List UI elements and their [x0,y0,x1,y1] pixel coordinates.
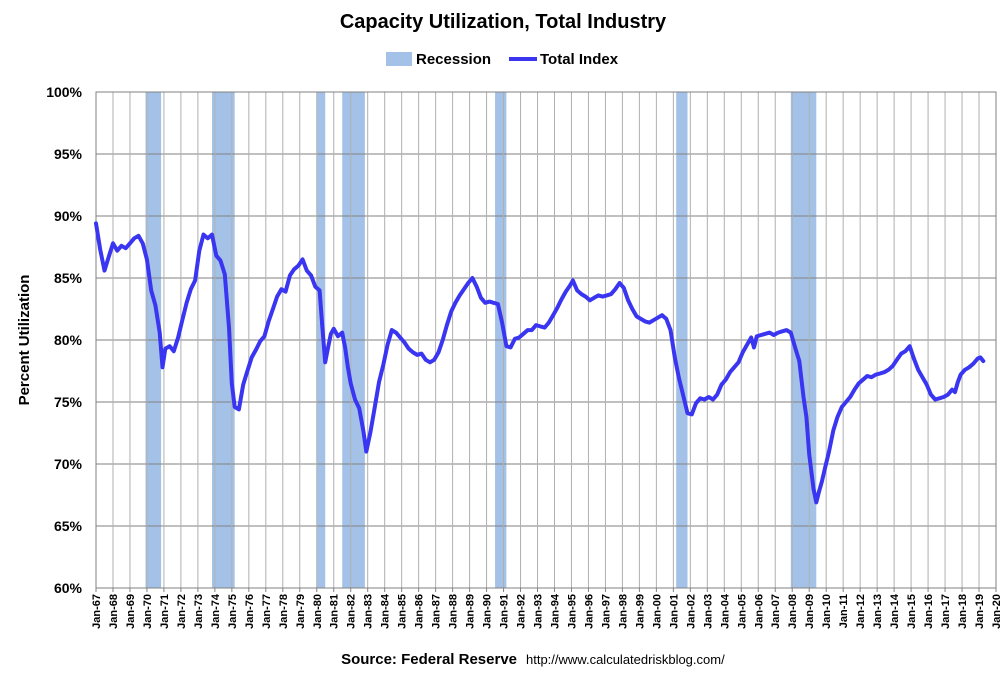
x-tick-label: Jan-72 [176,594,188,629]
x-tick-label: Jan-89 [465,594,477,629]
x-tick-label: Jan-16 [923,594,935,629]
x-tick-label: Jan-04 [719,593,731,629]
x-tick-label: Jan-86 [414,594,426,629]
x-tick-label: Jan-08 [787,594,799,629]
legend-recession-label: Recession [416,51,491,68]
x-tick-label: Jan-96 [583,594,595,629]
x-tick-label: Jan-88 [448,594,460,629]
y-tick-label: 95% [54,146,83,162]
x-tick-label: Jan-09 [804,594,816,629]
y-tick-label: 65% [54,518,83,534]
x-tick-label: Jan-01 [668,594,680,629]
x-tick-label: Jan-03 [702,594,714,629]
x-tick-label: Jan-13 [872,594,884,629]
x-tick-label: Jan-02 [685,594,697,629]
y-axis-ticks: 60% 65% 70% 75% 80% 85% 90% 95% 100% [46,84,82,596]
y-tick-label: 90% [54,208,83,224]
x-tick-label: Jan-14 [889,593,901,629]
x-tick-label: Jan-84 [380,593,392,629]
x-axis-ticks: Jan-67 Jan-68 Jan-69 Jan-70 Jan-71 Jan-72 Jan-… [91,588,1003,629]
x-tick-label: Jan-10 [821,594,833,629]
x-tick-label: Jan-92 [516,594,528,629]
x-tick-label: Jan-11 [838,594,850,628]
y-tick-label: 70% [54,456,83,472]
x-tick-label: Jan-82 [346,594,358,629]
series-line-total-index [94,221,986,505]
x-tick-label: Jan-97 [600,594,612,629]
x-tick-label: Jan-15 [906,594,918,629]
x-tick-label: Jan-70 [142,594,154,629]
y-tick-label: 85% [54,270,83,286]
y-axis-label: Percent Utilization [16,275,33,406]
chart-title: Capacity Utilization, Total Industry [340,11,667,33]
x-tick-label: Jan-91 [499,594,511,629]
plot-border [95,91,997,589]
x-tick-label: Jan-06 [753,594,765,629]
x-tick-label: Jan-77 [261,594,273,629]
x-tick-label: Jan-83 [363,594,375,629]
x-tick-label: Jan-67 [91,594,103,629]
x-tick-label: Jan-73 [193,594,205,629]
x-tick-label: Jan-76 [244,594,256,629]
y-tick-label: 60% [54,580,83,596]
x-tick-label: Jan-79 [295,594,307,629]
x-tick-label: Jan-94 [549,593,561,629]
x-tick-label: Jan-78 [278,594,290,629]
legend-recession-swatch [386,52,412,66]
x-tick-label: Jan-05 [736,594,748,629]
x-tick-label: Jan-68 [108,594,120,629]
x-tick-label: Jan-98 [617,594,629,629]
x-tick-label: Jan-90 [482,594,494,629]
x-tick-label: Jan-85 [397,594,409,629]
legend-total-index-label: Total Index [540,51,619,68]
x-tick-label: Jan-17 [940,594,952,629]
x-tick-label: Jan-99 [634,594,646,629]
y-tick-label: 100% [46,84,82,100]
x-tick-label: Jan-69 [125,594,137,629]
x-tick-label: Jan-75 [227,594,239,629]
x-tick-label: Jan-07 [770,594,782,629]
x-tick-label: Jan-93 [533,594,545,629]
source-url: http://www.calculatedriskblog.com/ [526,652,725,667]
x-tick-label: Jan-74 [210,593,222,629]
x-tick-label: Jan-80 [312,594,324,629]
x-tick-label: Jan-81 [329,594,341,629]
x-tick-label: Jan-12 [855,594,867,629]
y-tick-label: 80% [54,332,83,348]
series-layer [94,221,986,505]
x-tick-label: Jan-95 [566,594,578,629]
x-tick-label: Jan-00 [651,594,663,629]
source-label: Source: Federal Reserve [341,651,517,668]
x-tick-label: Jan-18 [957,594,969,629]
x-tick-label: Jan-19 [974,594,986,629]
x-tick-label: Jan-71 [159,594,171,629]
legend: Recession Total Index [386,51,619,68]
x-tick-label: Jan-20 [991,594,1003,629]
y-tick-label: 75% [54,394,83,410]
x-tick-label: Jan-87 [431,594,443,629]
